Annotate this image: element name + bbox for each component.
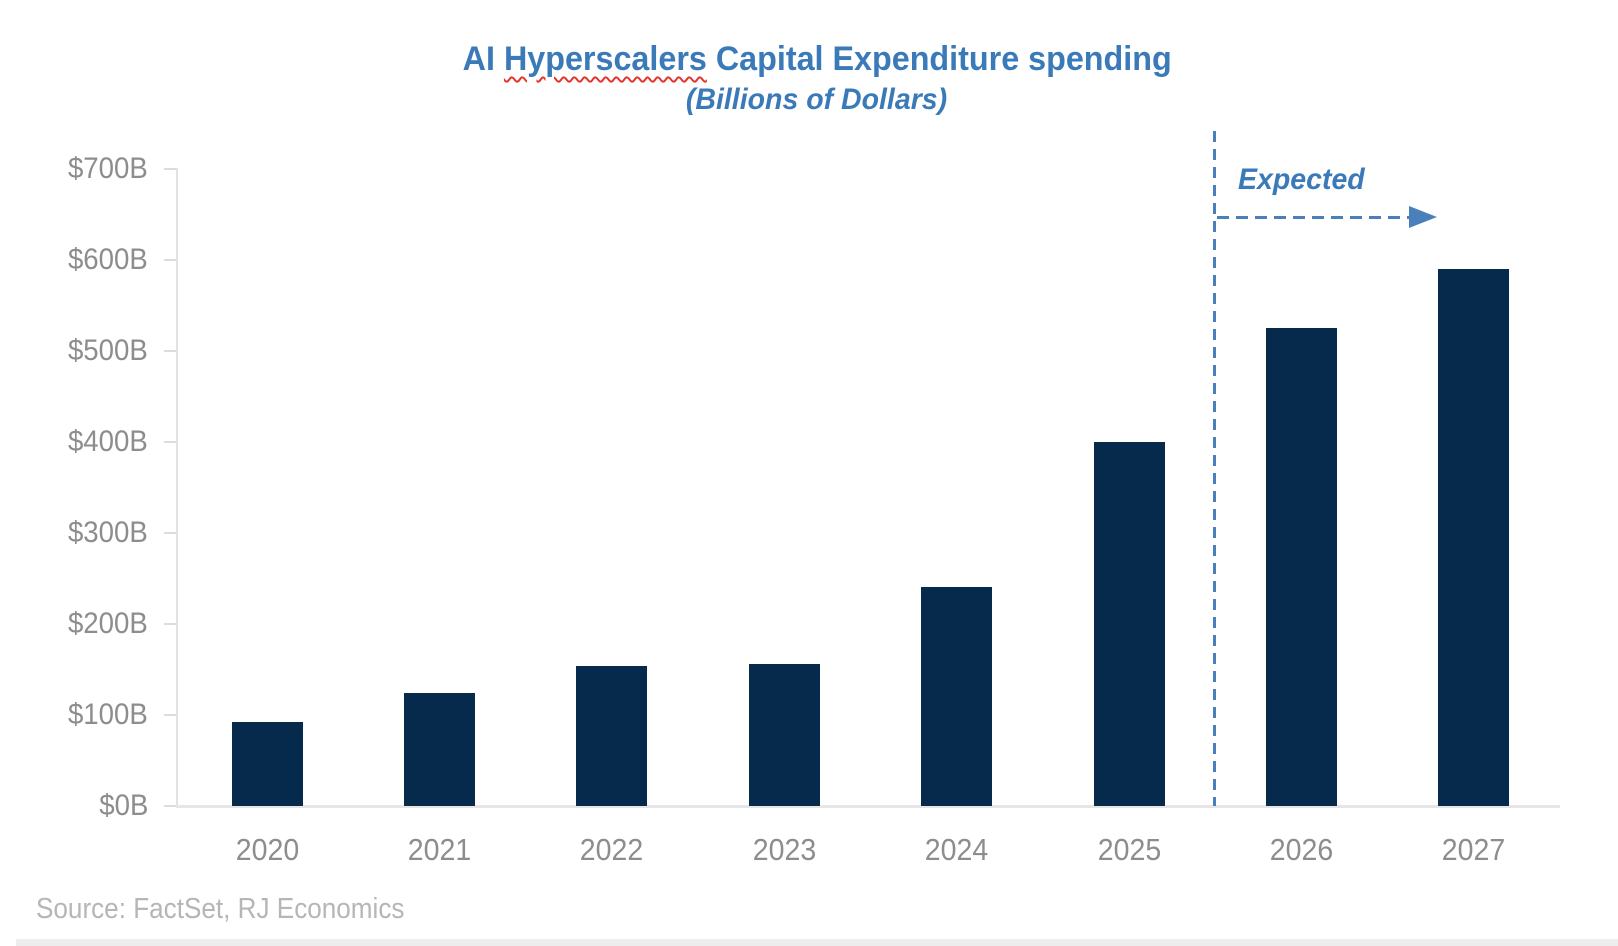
expected-arrow-head-icon <box>1409 206 1437 228</box>
bar-2022 <box>576 665 648 806</box>
y-axis-tick <box>164 532 177 534</box>
y-axis-tick-label: $600B <box>68 243 148 276</box>
bar-2026 <box>1265 328 1337 806</box>
source-note: Source: FactSet, RJ Economics <box>36 893 405 925</box>
bar-2021 <box>404 693 476 806</box>
x-axis-label-2025: 2025 <box>1097 832 1161 867</box>
x-axis-label-2023: 2023 <box>752 832 817 867</box>
y-axis-tick-label: $400B <box>68 425 148 458</box>
y-axis-tick <box>164 714 177 716</box>
y-axis-tick <box>164 168 177 170</box>
y-axis-tick <box>164 441 177 443</box>
bar-2023 <box>748 664 820 806</box>
bar-2024 <box>921 586 993 806</box>
bar-2027 <box>1438 269 1510 806</box>
x-axis-label-2024: 2024 <box>924 832 989 867</box>
y-axis-tick-label: $100B <box>68 698 148 731</box>
window-edge-strip <box>16 939 1618 946</box>
y-axis-tick-label: $0B <box>98 789 148 822</box>
y-axis-tick-label: $300B <box>68 516 148 549</box>
x-axis-label-2027: 2027 <box>1442 832 1506 867</box>
expected-label: Expected <box>1238 163 1365 196</box>
x-axis-label-2026: 2026 <box>1269 832 1334 867</box>
chart-title: AI Hyperscalers Capital Expenditure spen… <box>16 40 1618 78</box>
y-axis-tick <box>164 805 177 807</box>
chart-title-prefix: AI <box>462 40 504 78</box>
y-axis-tick <box>164 350 177 352</box>
bar-2020 <box>231 722 303 806</box>
x-axis-line <box>176 805 1560 808</box>
y-axis-labels: $700B $600B $500B $400B $300B $200B $100… <box>30 151 148 824</box>
y-axis-line <box>176 168 178 806</box>
chart-subtitle: (Billions of Dollars) <box>686 83 948 116</box>
title-block: AI Hyperscalers Capital Expenditure spen… <box>16 40 1618 117</box>
forecast-divider-dashed-line <box>1213 131 1216 806</box>
y-axis-ticks <box>164 168 177 807</box>
chart-title-suffix: Capital Expenditure spending <box>706 40 1172 78</box>
x-axis-labels: 2020 2021 2022 2023 2024 2025 2026 2027 <box>181 830 1560 870</box>
bar-series <box>181 169 1560 806</box>
y-axis-tick <box>164 623 177 625</box>
bar-2025 <box>1093 442 1165 806</box>
x-axis-label-2022: 2022 <box>580 832 644 867</box>
y-axis-tick <box>164 259 177 261</box>
x-axis-label-2020: 2020 <box>235 832 299 867</box>
x-axis-label-2021: 2021 <box>407 832 472 867</box>
y-axis-tick-label: $500B <box>68 334 148 367</box>
expected-arrow-dashed-line <box>1217 216 1410 219</box>
chart-title-misspelled-word: Hyperscalers <box>503 40 707 78</box>
y-axis-tick-label: $700B <box>68 152 148 185</box>
y-axis-tick-label: $200B <box>68 607 148 640</box>
